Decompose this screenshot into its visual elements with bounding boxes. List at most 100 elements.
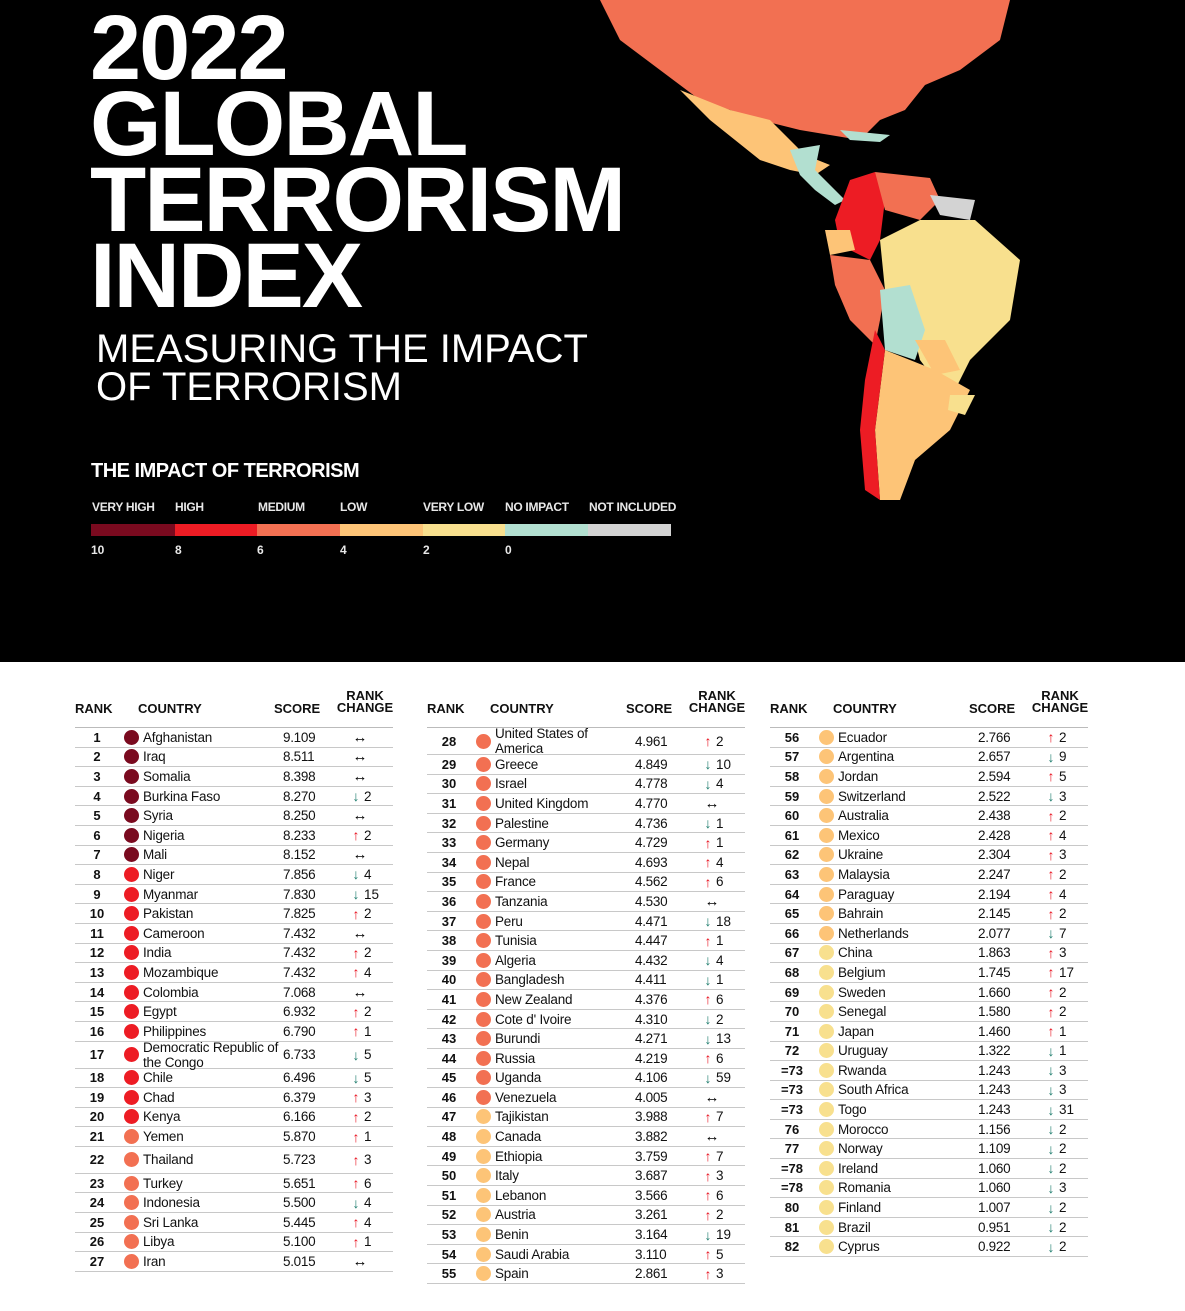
impact-dot: [814, 729, 838, 745]
legend-swatch: [257, 524, 340, 536]
impact-dot: [471, 972, 495, 988]
legend-tick: 0: [505, 543, 512, 557]
legend-label: NO IMPACT: [505, 500, 569, 514]
country-cell: South Africa: [838, 1082, 909, 1098]
table-row: 57 Argentina 2.657 ↓ 9: [770, 748, 1088, 768]
table-row: 5 Syria 8.250 ↔: [75, 806, 393, 826]
score-cell: 1.060: [978, 1180, 1011, 1196]
rank-change-value: 1: [716, 933, 724, 949]
legend-title: THE IMPACT OF TERRORISM: [91, 460, 360, 482]
rank-cell: 20: [89, 1109, 105, 1125]
rank-change-value: 10: [716, 756, 732, 772]
impact-dot: [119, 964, 143, 980]
rank-change-cell: ↔: [703, 1089, 724, 1106]
legend-swatch: [175, 524, 257, 536]
rank-change-value: 4: [364, 1214, 372, 1230]
rank-cell: 29: [441, 756, 457, 772]
rank-cell: 52: [441, 1207, 457, 1223]
impact-dot: [119, 1195, 143, 1211]
impact-dot: [471, 1031, 495, 1047]
table-row: 24 Indonesia 5.500 ↓ 4: [75, 1193, 393, 1214]
arrow-up-icon: ↑: [1047, 768, 1055, 785]
arrow-down-icon: ↓: [1047, 1081, 1055, 1098]
impact-dot: [119, 1023, 143, 1039]
rank-change-value: 3: [716, 1168, 724, 1184]
rank-change-value: 18: [716, 913, 732, 929]
arrow-up-icon: ↑: [352, 1023, 360, 1040]
country-cell: Russia: [495, 1050, 536, 1066]
rank-cell: 44: [441, 1050, 457, 1066]
impact-dot: [814, 984, 838, 1000]
rank-change-value: 1: [364, 1234, 372, 1250]
table-row: 33 Germany 4.729 ↑ 1: [427, 833, 745, 853]
impact-dot: [471, 1050, 495, 1066]
score-cell: 7.432: [283, 945, 316, 961]
table-row: 54 Saudi Arabia 3.110 ↑ 5: [427, 1245, 745, 1265]
impact-dot: [814, 1239, 838, 1255]
country-cell: Argentina: [838, 749, 894, 765]
rank-change-value: 4: [364, 1195, 372, 1211]
rank-change-cell: ↓ 18: [703, 913, 732, 929]
rank-change-cell: ↔: [351, 846, 372, 863]
header-rank-change: RANK CHANGE: [1030, 689, 1090, 714]
table-header: RANK COUNTRY SCORE RANK CHANGE: [770, 688, 1088, 728]
score-cell: 2.304: [978, 847, 1011, 863]
arrow-up-icon: ↑: [352, 827, 360, 844]
rank-change-value: 2: [716, 733, 724, 749]
country-cell: Nigeria: [143, 827, 185, 843]
score-cell: 7.856: [283, 866, 316, 882]
rank-change-cell: ↑ 2: [1046, 808, 1067, 824]
rank-cell: 42: [441, 1011, 457, 1027]
impact-dot: [471, 776, 495, 792]
table-row: 43 Burundi 4.271 ↓ 13: [427, 1029, 745, 1049]
table-row: 4 Burkina Faso 8.270 ↓ 2: [75, 787, 393, 807]
rank-cell: 25: [89, 1214, 105, 1230]
rank-change-value: 2: [364, 906, 372, 922]
arrow-down-icon: ↓: [1047, 1101, 1055, 1118]
impact-dot: [119, 886, 143, 902]
country-cell: Niger: [143, 866, 175, 882]
rank-cell: 21: [89, 1129, 105, 1145]
score-cell: 2.657: [978, 749, 1011, 765]
table-row: 45 Uganda 4.106 ↓ 59: [427, 1069, 745, 1089]
country-cell: Romania: [838, 1180, 891, 1196]
impact-dot: [471, 1168, 495, 1184]
rank-change-cell: ↑ 4: [351, 1214, 372, 1230]
impact-dot: [814, 945, 838, 961]
impact-dot: [471, 835, 495, 851]
rank-change-cell: ↑ 5: [703, 1246, 724, 1262]
impact-dot: [814, 1004, 838, 1020]
rank-change-cell: ↓ 1: [1046, 1043, 1067, 1059]
rank-cell: 59: [784, 788, 800, 804]
impact-dot: [119, 1089, 143, 1105]
score-cell: 5.870: [283, 1129, 316, 1145]
country-cell: Spain: [495, 1266, 529, 1282]
country-cell: Somalia: [143, 768, 191, 784]
arrow-down-icon: ↓: [1047, 1219, 1055, 1236]
arrow-down-icon: ↓: [1047, 788, 1055, 805]
arrow-up-icon: ↑: [704, 1167, 712, 1184]
rank-change-cell: ↑ 1: [351, 1234, 372, 1250]
score-cell: 1.007: [978, 1200, 1011, 1216]
table-row: 18 Chile 6.496 ↓ 5: [75, 1069, 393, 1089]
table-row: 67 China 1.863 ↑ 3: [770, 944, 1088, 964]
rank-cell: 34: [441, 854, 457, 870]
impact-dot: [814, 925, 838, 941]
table-row: 31 United Kingdom 4.770 ↔: [427, 794, 745, 814]
arrow-up-icon: ↑: [1047, 807, 1055, 824]
impact-dot: [471, 1187, 495, 1203]
score-cell: 4.219: [635, 1050, 668, 1066]
score-cell: 3.164: [635, 1227, 668, 1243]
legend-label: MEDIUM: [258, 500, 305, 514]
score-cell: 3.988: [635, 1109, 668, 1125]
rank-change-cell: ↑ 3: [1046, 945, 1067, 961]
rank-change-cell: ↔: [351, 748, 372, 765]
rank-change-value: 2: [1059, 1141, 1067, 1157]
country-cell: Turkey: [143, 1175, 183, 1191]
impact-dot: [119, 945, 143, 961]
rank-change-value: 3: [716, 1266, 724, 1282]
arrow-up-icon: ↑: [704, 834, 712, 851]
country-cell: Benin: [495, 1227, 529, 1243]
ranking-table: RANK COUNTRY SCORE RANK CHANGE 1 Afghanistan 9.…: [75, 688, 393, 1272]
map-paraguay: [915, 340, 960, 375]
